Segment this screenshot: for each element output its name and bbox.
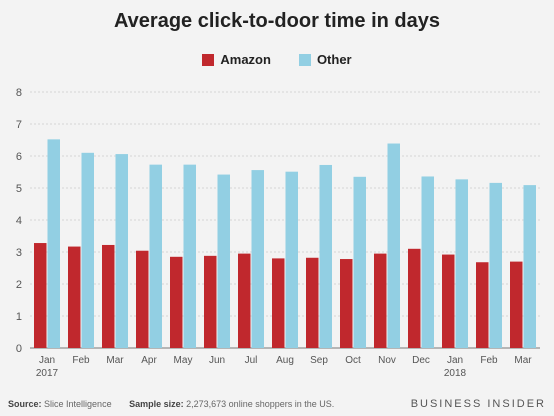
bar-amazon-8 bbox=[272, 258, 285, 348]
brand-logo: BUSINESS INSIDER bbox=[410, 398, 546, 410]
x-tick-label: Feb bbox=[480, 355, 498, 366]
bar-amazon-15 bbox=[510, 261, 523, 348]
y-tick-label: 5 bbox=[16, 183, 22, 195]
x-tick-label: Aug bbox=[276, 355, 294, 366]
source-value: Slice Intelligence bbox=[44, 399, 112, 409]
bar-other-7 bbox=[251, 170, 264, 348]
bar-amazon-4 bbox=[136, 250, 149, 348]
x-tick-label: Jan bbox=[447, 355, 463, 366]
x-tick-label: Jan bbox=[39, 355, 55, 366]
bar-other-5 bbox=[183, 164, 196, 348]
y-tick-label: 6 bbox=[16, 151, 22, 163]
x-tick-label: Feb bbox=[72, 355, 90, 366]
bar-other-3 bbox=[115, 154, 128, 348]
bar-amazon-7 bbox=[238, 253, 251, 348]
bar-other-8 bbox=[285, 171, 298, 348]
legend-item-other: Other bbox=[298, 52, 352, 67]
legend-label-amazon: Amazon bbox=[220, 52, 271, 67]
bar-amazon-1 bbox=[34, 243, 47, 348]
y-tick-label: 4 bbox=[16, 215, 22, 227]
bar-other-12 bbox=[421, 176, 434, 348]
bar-other-15 bbox=[523, 185, 536, 348]
bar-other-2 bbox=[81, 152, 94, 348]
x-tick-label: Jun bbox=[209, 355, 225, 366]
x-year-label: 2018 bbox=[444, 368, 467, 379]
bar-other-9 bbox=[319, 164, 332, 348]
sample-size-value: 2,273,673 online shoppers in the US. bbox=[186, 399, 335, 409]
legend-item-amazon: Amazon bbox=[202, 52, 271, 67]
y-tick-label: 0 bbox=[16, 343, 22, 355]
bar-other-13 bbox=[455, 179, 468, 348]
bar-amazon-6 bbox=[204, 255, 217, 348]
x-tick-label: Sep bbox=[310, 355, 328, 366]
bar-amazon-14 bbox=[476, 262, 489, 348]
bar-other-4 bbox=[149, 164, 162, 348]
legend-label-other: Other bbox=[316, 52, 352, 67]
x-tick-label: Dec bbox=[412, 355, 430, 366]
x-tick-label: Nov bbox=[378, 355, 396, 366]
x-tick-label: Mar bbox=[514, 355, 532, 366]
bar-other-11 bbox=[387, 143, 400, 348]
bar-amazon-13 bbox=[442, 254, 455, 348]
legend: Amazon Other bbox=[0, 52, 554, 67]
bar-amazon-3 bbox=[102, 244, 115, 348]
chart-title: Average click-to-door time in days bbox=[113, 10, 440, 32]
y-tick-label: 7 bbox=[16, 119, 22, 131]
x-year-label: 2017 bbox=[36, 368, 59, 379]
bar-other-14 bbox=[489, 182, 502, 348]
bar-amazon-11 bbox=[374, 253, 387, 348]
x-tick-label: Apr bbox=[141, 355, 157, 366]
x-tick-label: Oct bbox=[345, 355, 361, 366]
y-tick-label: 3 bbox=[16, 247, 22, 259]
legend-swatch-amazon bbox=[202, 53, 215, 66]
chart-footer: Source: Slice Intelligence Sample size: … bbox=[8, 398, 546, 410]
y-tick-label: 2 bbox=[16, 279, 22, 291]
legend-swatch-other bbox=[298, 53, 311, 66]
y-tick-label: 8 bbox=[16, 87, 22, 99]
source-label: Source: bbox=[8, 399, 42, 409]
x-tick-label: May bbox=[174, 355, 193, 366]
bar-amazon-5 bbox=[170, 256, 183, 348]
bar-amazon-12 bbox=[408, 248, 421, 348]
y-tick-label: 1 bbox=[16, 311, 22, 323]
bar-amazon-10 bbox=[340, 259, 353, 348]
bar-amazon-2 bbox=[68, 246, 81, 348]
bar-other-6 bbox=[217, 174, 230, 348]
bar-amazon-9 bbox=[306, 257, 319, 348]
bar-other-10 bbox=[353, 176, 366, 348]
bar-other-1 bbox=[47, 139, 60, 348]
sample-size-label: Sample size: bbox=[129, 399, 184, 409]
x-tick-label: Jul bbox=[245, 355, 258, 366]
x-tick-label: Mar bbox=[106, 355, 124, 366]
